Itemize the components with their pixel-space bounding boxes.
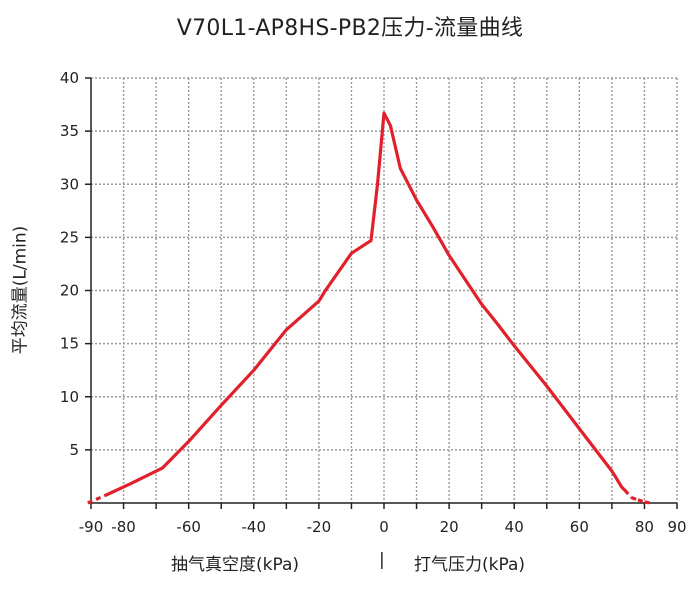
y-tick-label: 10: [60, 388, 79, 406]
x-tick-label: -90: [79, 518, 104, 536]
x-tick-label: -60: [176, 518, 201, 536]
series-dashed-segment: [637, 498, 645, 504]
y-axis-label: 平均流量(L/min): [10, 225, 31, 355]
x-tick-label: -40: [242, 518, 267, 536]
x-tick-label: 60: [570, 518, 589, 536]
series-dashed-segment: [644, 500, 652, 505]
series-dashed-segment: [630, 496, 639, 502]
y-tick-label: 35: [60, 122, 79, 140]
x-tick-label: 20: [440, 518, 459, 536]
y-tick-label: 40: [60, 69, 79, 87]
x-axis-label-vacuum: 抽气真空度(kPa): [171, 555, 300, 575]
x-tick-label: -20: [307, 518, 332, 536]
y-tick-label: 30: [60, 175, 79, 193]
y-tick-label: 5: [69, 441, 79, 459]
x-tick-label: 90: [667, 518, 686, 536]
x-tick-label: 40: [505, 518, 524, 536]
x-axis-label-separator: |: [379, 550, 385, 570]
y-tick-label: 20: [60, 282, 79, 300]
x-tick-label: -80: [111, 518, 136, 536]
y-tick-label: 25: [60, 228, 79, 246]
chart-title: V70L1-AP8HS-PB2压力-流量曲线: [176, 16, 524, 41]
x-tick-label: 80: [635, 518, 654, 536]
series-dashed-segment: [623, 489, 633, 499]
y-tick-label: 15: [60, 335, 79, 353]
x-tick-label: 0: [379, 518, 389, 536]
x-axis-label-pressure: 打气压力(kPa): [414, 555, 526, 575]
series-dashed-segment: [87, 493, 108, 505]
series-line: [105, 111, 627, 497]
